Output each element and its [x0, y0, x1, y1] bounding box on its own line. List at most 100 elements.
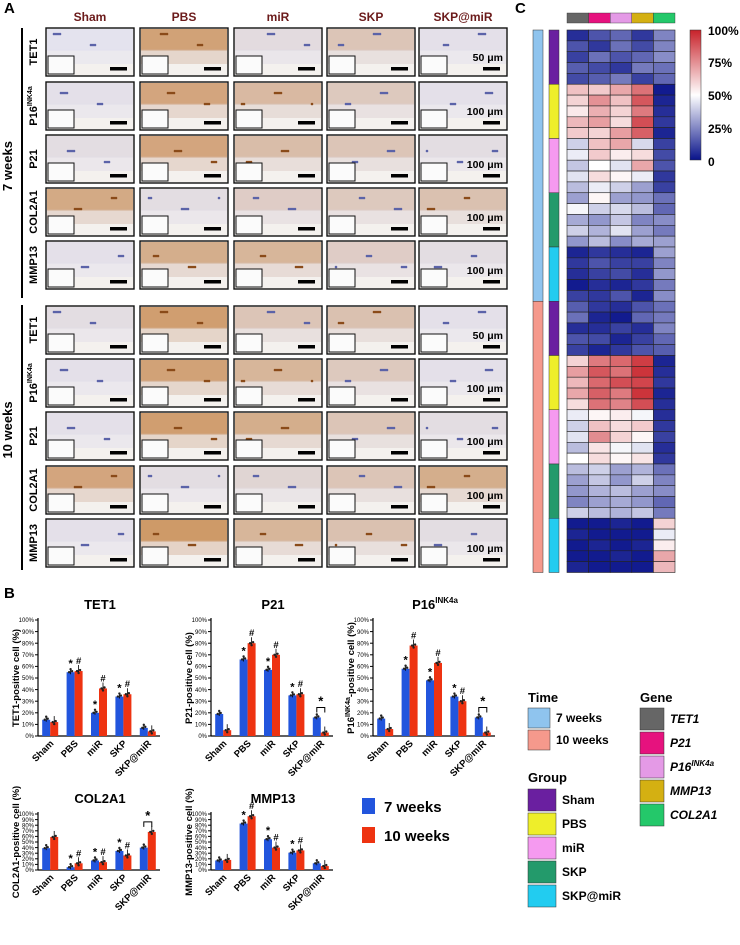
legend-gene-label-p16-sup: INK4a: [691, 759, 714, 768]
legend-gene-label-p21: P21: [670, 736, 692, 750]
inset-thumbnail: [141, 546, 169, 566]
significance-star: *: [117, 837, 122, 849]
scale-bar: [391, 451, 408, 455]
heatmap-cell: [588, 311, 611, 324]
heatmap-cell: [588, 387, 611, 400]
cell-nucleus: [435, 265, 439, 269]
cell-nucleus: [300, 543, 304, 547]
bar-skp-mir-7-weeks: [474, 717, 483, 736]
week-7-label: 7 weeks: [0, 141, 15, 191]
significance-hash: #: [100, 847, 106, 858]
y-axis-label: P16INK4a-positive cell (%): [345, 622, 357, 734]
scale-bar: [298, 558, 315, 562]
heatmap-cell: [653, 474, 676, 487]
scale-bar: [110, 505, 127, 509]
bar-mir-7-weeks: [426, 680, 434, 736]
cell-nucleus: [381, 368, 385, 372]
cell-nucleus: [481, 32, 485, 36]
cell-nucleus: [58, 310, 62, 314]
cell-nucleus: [66, 426, 70, 430]
heatmap-cell: [631, 181, 654, 194]
cell-nucleus: [52, 310, 56, 314]
heatmap-cell: [653, 51, 676, 63]
gene-bar-p21: [588, 12, 611, 24]
bar-skp-mir-7-weeks: [139, 847, 148, 870]
heatmap-cell: [653, 344, 676, 356]
scale-bar: [204, 174, 221, 178]
data-point: [226, 731, 229, 734]
data-point: [314, 716, 317, 719]
heatmap-cell: [653, 290, 676, 302]
cell-nucleus: [93, 321, 97, 325]
cell-nucleus: [355, 160, 359, 164]
data-point: [226, 860, 229, 864]
significance-star: *: [290, 839, 295, 851]
colorbar-gradient: [689, 29, 702, 161]
micrograph-mmp13-skp-w7: [326, 240, 416, 290]
data-point: [378, 717, 381, 720]
heatmap-cell: [566, 485, 589, 497]
heatmap-cell: [653, 127, 676, 139]
heatmap-cell: [566, 355, 589, 367]
cell-nucleus: [388, 426, 392, 430]
cell-nucleus: [56, 310, 60, 314]
heatmap-cell: [609, 463, 633, 476]
heatmap-cell: [631, 83, 654, 96]
heatmap-cell: [631, 300, 654, 313]
cell-nucleus: [180, 485, 184, 489]
y-axis-label: COL2A1-positive cell (%): [11, 786, 22, 898]
heatmap-cell: [609, 355, 633, 367]
cell-nucleus: [156, 254, 160, 258]
heatmap-cell: [609, 105, 633, 118]
heatmap-colorbar: 100% 75% 50% 25% 0: [689, 24, 739, 169]
heatmap-cell: [653, 355, 676, 367]
cell-nucleus: [467, 474, 471, 478]
cell-nucleus: [293, 485, 297, 489]
y-tick-label: 30%: [22, 699, 35, 705]
y-tick-label: 30%: [195, 699, 208, 705]
heatmap-cell: [653, 29, 676, 42]
legend-group-swatch-pbs: [527, 812, 557, 836]
cell-nucleus: [369, 532, 373, 536]
cell-nucleus: [272, 310, 276, 314]
bar-pbs-7-weeks: [401, 668, 410, 736]
heatmap-cell: [653, 159, 676, 172]
heatmap-cell: [631, 333, 654, 345]
heatmap-cell: [609, 474, 633, 487]
bar-pbs-10-weeks: [409, 645, 418, 736]
cell-nucleus: [79, 207, 83, 211]
heatmap-cell: [631, 344, 654, 356]
heatmap-cell: [653, 105, 676, 118]
cell-nucleus: [259, 532, 263, 536]
cell-nucleus: [70, 149, 74, 153]
cell-nucleus: [282, 426, 286, 430]
scale-label-tet1-w10: 50 μm: [473, 330, 503, 342]
data-point: [93, 856, 97, 859]
cell-nucleus: [428, 207, 432, 211]
cell-nucleus: [252, 474, 256, 478]
cell-nucleus: [152, 254, 156, 258]
heatmap-cell: [609, 376, 633, 389]
cell-nucleus: [346, 379, 350, 383]
micrograph-col2a1-pbs-w7: [139, 187, 229, 237]
legend-gene-swatch-tet1: [639, 707, 665, 731]
heatmap-cell: [631, 452, 654, 465]
significance-hash: #: [76, 656, 82, 667]
bar-mir-10-weeks: [272, 847, 280, 870]
data-point: [297, 849, 301, 852]
heatmap-cell: [609, 94, 633, 107]
inset-thumbnail: [420, 333, 448, 353]
cell-nucleus: [103, 437, 107, 441]
cell-nucleus: [390, 149, 394, 153]
heatmap-cell: [566, 441, 589, 454]
inset-thumbnail: [141, 268, 169, 288]
chart-title-text: P21: [261, 597, 284, 612]
bar-pbs-7-weeks: [66, 672, 75, 736]
row-label-mmp13-w7: MMP13: [28, 246, 40, 284]
y-tick-label: 10%: [195, 723, 208, 729]
cell-nucleus: [177, 149, 181, 153]
cell-nucleus: [463, 196, 467, 200]
cell-nucleus: [242, 102, 246, 106]
scale-bar: [204, 280, 221, 284]
comparison-bracket: [478, 706, 488, 713]
